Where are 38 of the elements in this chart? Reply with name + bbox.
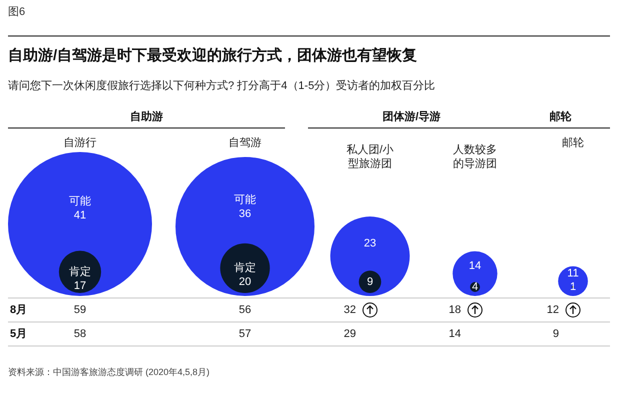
- text: 可能: [69, 195, 91, 208]
- text: 资料来源：中国游客旅游态度调研 (2020年4,5,8月): [8, 367, 210, 377]
- data-label: 14: [468, 260, 482, 272]
- data-label: 12: [546, 304, 559, 316]
- category-label: 人数较多的导游团: [453, 143, 497, 170]
- data-label: 56: [238, 304, 252, 316]
- data-label: 29: [344, 328, 356, 340]
- caption: 图6: [8, 6, 26, 18]
- data-label: 41: [74, 209, 86, 222]
- data-label: 11: [567, 268, 579, 280]
- data-label: 20: [238, 276, 252, 288]
- text: 8月: [10, 304, 28, 316]
- data-label: 14: [448, 328, 461, 340]
- data-label: 9: [366, 276, 374, 288]
- text: 肯定: [234, 262, 256, 274]
- text: 5月: [10, 328, 28, 340]
- data-label: 18: [448, 304, 461, 316]
- data-label: 9: [552, 328, 559, 340]
- category-label: 自驾游: [228, 137, 262, 149]
- text: 自助游/自驾游是时下最受欢迎的旅行方式，团体游也有望恢复: [8, 46, 418, 64]
- data-label: 57: [238, 328, 252, 340]
- category-label: 私人团/小型旅游团: [346, 143, 394, 170]
- data-label: 23: [364, 238, 376, 250]
- text: 自助游: [130, 110, 163, 123]
- text: 团体游/导游: [382, 110, 441, 123]
- text: 请问您下一次休闲度假旅行选择以下何种方式? 打分高于4（1-5分）受访者的加权百分比: [8, 79, 436, 92]
- data-label: 36: [238, 208, 252, 220]
- data-label: 59: [74, 304, 86, 316]
- series-label: 可能: [234, 193, 256, 206]
- data-label: 17: [74, 280, 86, 292]
- data-label: 1: [570, 281, 576, 293]
- category-label: 自游行: [64, 137, 96, 149]
- data-label: 58: [74, 328, 86, 340]
- data-label: 4: [472, 281, 478, 293]
- data-label: 32: [344, 304, 356, 316]
- text: 邮轮: [562, 136, 584, 149]
- series-label: 肯定: [69, 264, 91, 278]
- category-label: 邮轮: [550, 110, 572, 123]
